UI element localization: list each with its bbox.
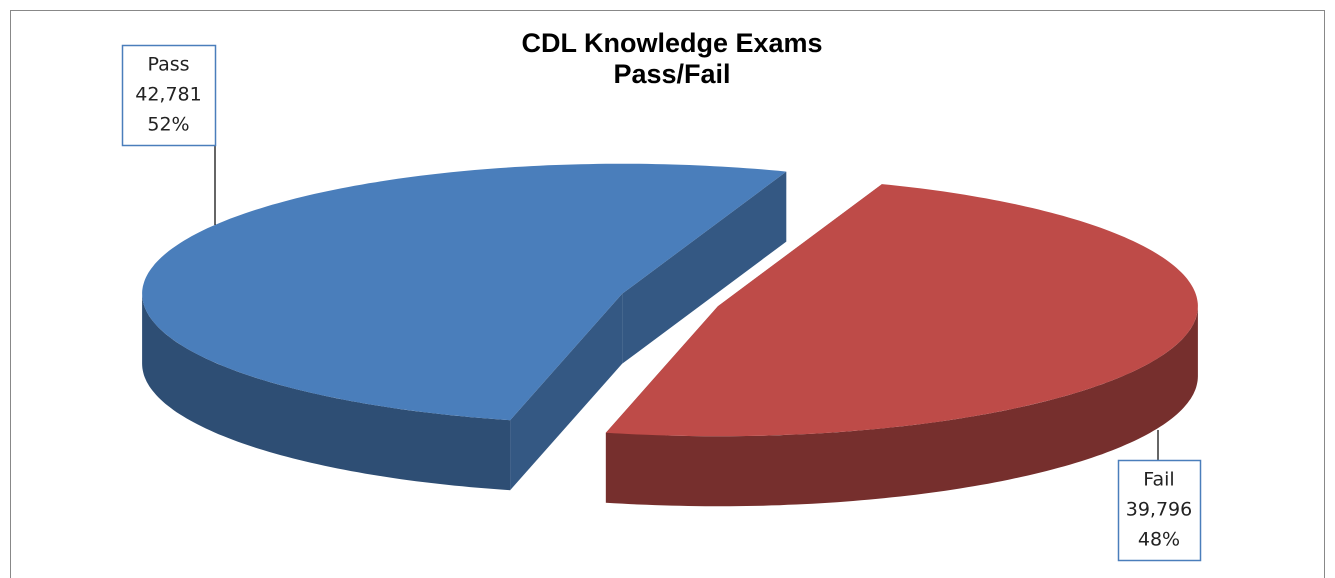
label-percent: 52% — [147, 114, 189, 136]
label-category: Pass — [147, 54, 189, 76]
label-value: 42,781 — [135, 84, 201, 106]
slice — [605, 184, 1198, 437]
label-category: Fail — [1143, 469, 1174, 491]
label-box — [121, 44, 217, 147]
slice-cut-face — [510, 293, 623, 491]
label-percent: 48% — [1138, 529, 1180, 551]
slice-rim — [142, 293, 511, 491]
label-value: 39,796 — [1126, 499, 1192, 521]
slice-rim — [605, 306, 1198, 507]
label-box — [1117, 459, 1202, 562]
slice-cut-face — [622, 171, 787, 364]
chart-title: CDL Knowledge Exams — [521, 28, 822, 58]
chart-subtitle: Pass/Fail — [613, 59, 730, 89]
slice — [142, 163, 787, 421]
